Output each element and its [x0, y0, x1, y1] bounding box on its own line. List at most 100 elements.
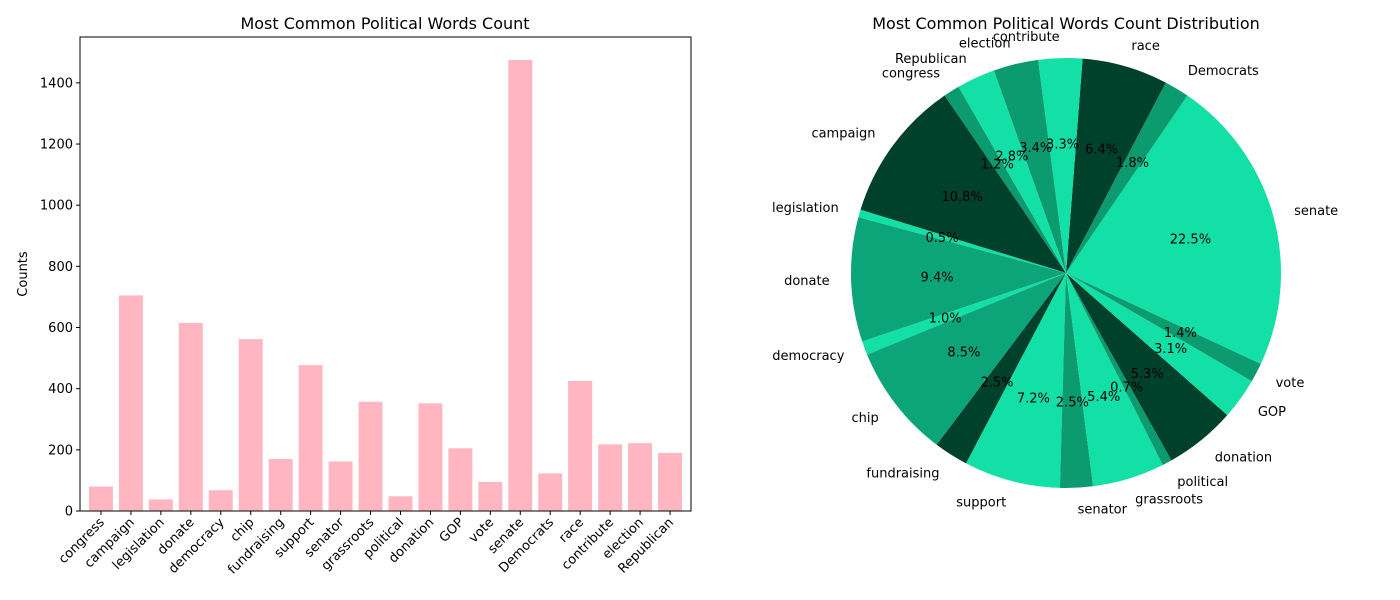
pie-label: senate [1294, 204, 1338, 219]
pie-percent-label: 1.0% [929, 312, 962, 327]
y-tick-label: 1000 [40, 199, 73, 214]
pie-labels: congress campaign legislation donate democra… [772, 30, 1338, 518]
bar-y-axis-label: Counts [16, 251, 31, 297]
pie-label: election [959, 37, 1011, 52]
pie-slice-grassroots [1066, 273, 1163, 487]
pie-percent-label: 3.3% [1046, 138, 1079, 153]
pie-label: legislation [772, 201, 839, 216]
bar-chart: Most Common Political Words Count 0 200 40… [16, 14, 692, 578]
y-tick-label: 800 [48, 260, 73, 275]
bar-Democrats [538, 473, 563, 511]
pie-label: congress [882, 66, 940, 81]
bar-x-axis-ticks: congresscampaignlegislationdonatedemocra… [56, 511, 677, 578]
pie-slice-donation [1066, 273, 1228, 461]
bar-donation [418, 403, 443, 511]
bar-plot-frame [79, 36, 692, 512]
pie-slice-election [993, 59, 1066, 274]
y-tick-label: 400 [48, 382, 73, 397]
pie-percent-label: 3.4% [1019, 141, 1052, 156]
y-tick-label: 1200 [40, 138, 73, 153]
pie-slice-chip [867, 273, 1066, 445]
pie-percent-label: 0.5% [926, 231, 959, 246]
pie-slice-legislation [858, 209, 1066, 273]
bar-grassroots [358, 401, 383, 511]
pie-label: senator [1078, 503, 1128, 518]
pie-slice-race [1066, 58, 1166, 273]
bar-democracy [208, 490, 233, 511]
pie-label: vote [1276, 376, 1305, 391]
pie-percent-label: 22.5% [1170, 232, 1211, 247]
bar-GOP [448, 448, 473, 511]
pie-slice-contribute [1038, 58, 1083, 274]
pie-percent-label: 6.4% [1085, 143, 1118, 158]
pie-percent-label: 1.4% [1164, 326, 1197, 341]
pie-percent-label: 5.3% [1131, 367, 1164, 382]
pie-slice-donate [850, 217, 1066, 342]
pie-label: grassroots [1135, 493, 1203, 508]
bar-chart-title: Most Common Political Words Count [240, 14, 529, 33]
pie-slice-Democrats [1066, 82, 1188, 274]
bar-series [88, 59, 683, 511]
bar-chip [238, 339, 263, 511]
pie-chart-title: Most Common Political Words Count Distri… [872, 14, 1260, 33]
pie-percent-labels: 1.2%10.8%0.5%9.4%1.0%8.5%2.5%7.2% 2.5%5.4… [921, 138, 1212, 411]
pie-slice-political [1066, 273, 1172, 465]
pie-percent-label: 2.8% [995, 149, 1028, 164]
pie-percent-label: 0.7% [1110, 380, 1143, 395]
bar-vote [478, 481, 503, 511]
bar-congress [88, 486, 113, 511]
pie-percent-label: 1.2% [981, 157, 1014, 172]
pie-slice-GOP [1066, 273, 1252, 416]
pie-slice-campaign [860, 95, 1066, 274]
pie-label: chip [852, 411, 879, 426]
pie-label: Republican [895, 52, 967, 67]
bar-senate [508, 59, 533, 511]
pie-percent-label: 9.4% [921, 271, 954, 286]
pie-percent-label: 2.5% [980, 376, 1013, 391]
pie-slice-congress [944, 86, 1066, 273]
y-tick-label: 200 [48, 443, 73, 458]
pie-slice-senate [1066, 95, 1281, 364]
bar-fundraising [268, 459, 293, 511]
pie-label: GOP [1258, 405, 1286, 420]
bar-donate [178, 322, 203, 511]
bar-election [628, 443, 653, 511]
bar-campaign [118, 295, 143, 511]
pie-label: Democrats [1188, 64, 1259, 79]
pie-wedges [850, 58, 1281, 488]
pie-slice-vote [1066, 273, 1261, 382]
y-tick-label: 1400 [40, 76, 73, 91]
pie-percent-label: 1.8% [1116, 156, 1149, 171]
bar-senator [328, 461, 353, 511]
pie-label: fundraising [866, 466, 939, 481]
pie-chart: Most Common Political Words Count Distri… [772, 14, 1338, 518]
pie-percent-label: 8.5% [947, 345, 980, 360]
bar-Republican [658, 452, 683, 511]
bar-race [568, 381, 593, 511]
pie-percent-label: 2.5% [1056, 395, 1089, 410]
pie-label: race [1131, 39, 1159, 54]
pie-percent-label: 7.2% [1017, 391, 1050, 406]
bar-contribute [598, 444, 623, 511]
pie-label: campaign [811, 126, 875, 141]
pie-label: contribute [993, 30, 1060, 45]
y-tick-label: 0 [65, 505, 73, 520]
pie-percent-label: 3.1% [1154, 342, 1187, 357]
pie-percent-label: 10.8% [941, 190, 982, 205]
pie-label: political [1177, 475, 1228, 490]
pie-label: support [956, 495, 1006, 510]
pie-slice-support [966, 273, 1066, 488]
pie-slice-fundraising [936, 273, 1066, 464]
bar-legislation [148, 499, 173, 511]
x-tick-label: GOP [437, 515, 468, 546]
bar-support [298, 365, 323, 511]
bar-political [388, 496, 413, 511]
pie-slice-senator [1059, 273, 1094, 488]
bar-y-axis-ticks: 0 200 400 600 800 1000 1200 1400 [40, 76, 80, 520]
pie-percent-label: 5.4% [1087, 390, 1120, 405]
y-tick-label: 600 [48, 321, 73, 336]
pie-label: donate [784, 274, 830, 289]
pie-slice-democracy [862, 273, 1066, 355]
pie-slice-Republican [958, 70, 1066, 273]
